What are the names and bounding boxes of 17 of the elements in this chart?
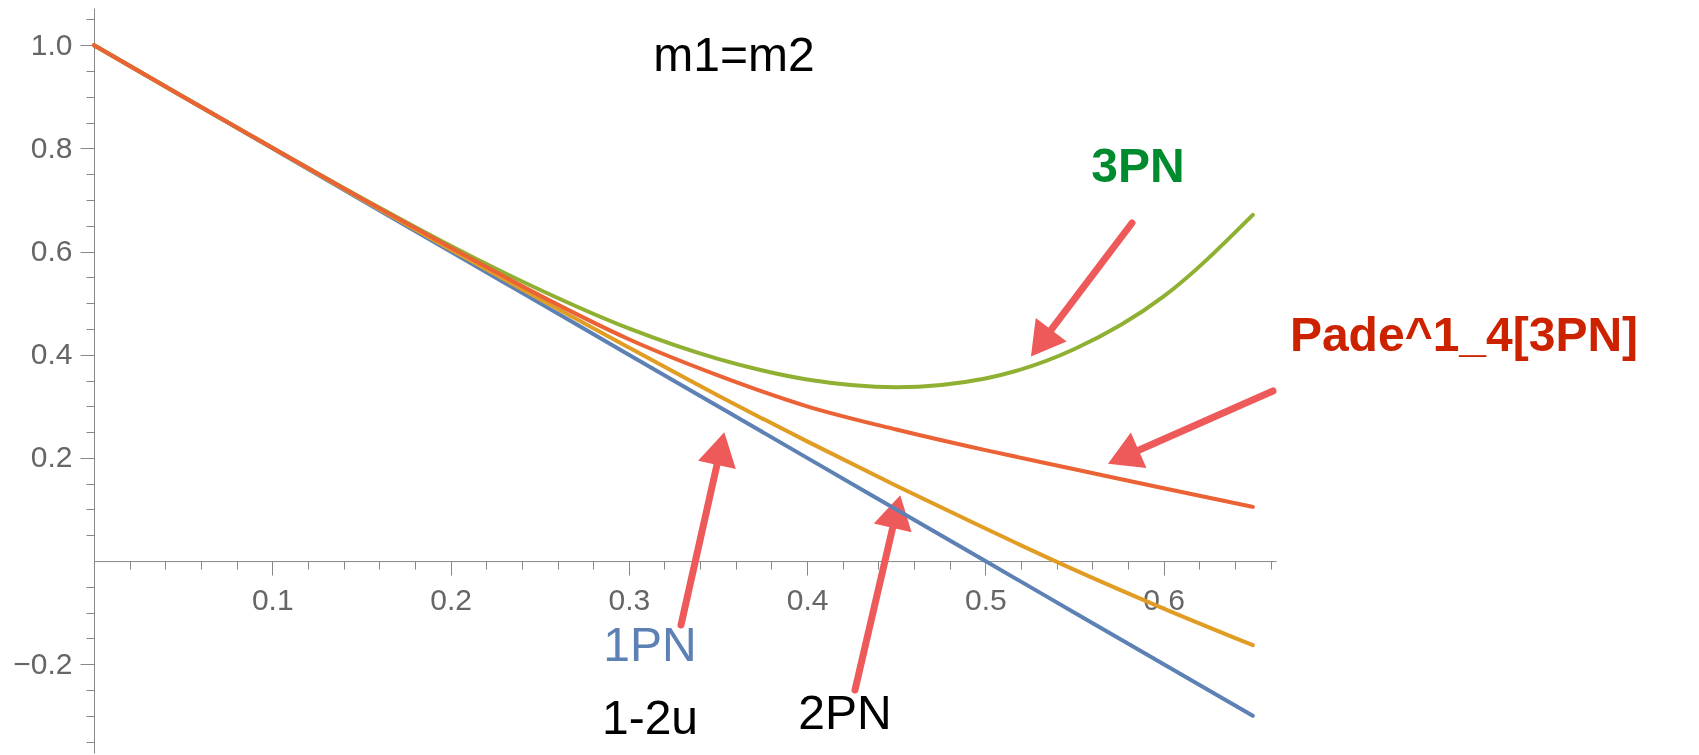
text: Pade^1_4[3PN] bbox=[1289, 308, 1639, 361]
annotation: m1=m2 bbox=[653, 28, 815, 81]
x-tick-label: 0.2 bbox=[430, 582, 472, 616]
y-tick-label: 0.4 bbox=[30, 337, 73, 371]
x-tick-label: 0.3 bbox=[608, 582, 651, 616]
x-tick-label: 0.4 bbox=[786, 582, 829, 616]
y-tick-label: −0.2 bbox=[13, 646, 73, 680]
y-tick-label: 0.6 bbox=[30, 234, 73, 268]
y-tick-label: 0.2 bbox=[30, 440, 73, 474]
annotation: 1-2u bbox=[601, 691, 699, 744]
text: 2PN bbox=[798, 686, 892, 739]
y-tick-label: 0.8 bbox=[30, 130, 73, 164]
x-tick-label: 0.1 bbox=[251, 582, 294, 616]
series-label: 3PN bbox=[1091, 139, 1185, 192]
text: 1PN bbox=[603, 618, 697, 671]
y-tick-label: 1.0 bbox=[30, 27, 73, 61]
x-tick-label: 0.5 bbox=[965, 582, 1007, 616]
